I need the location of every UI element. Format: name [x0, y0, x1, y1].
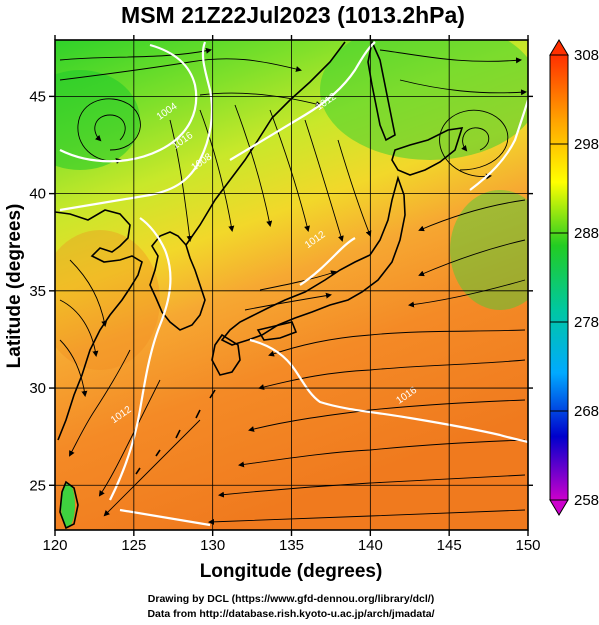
streamline-east-3: [408, 279, 526, 308]
credit-drawing: Drawing by DCL (https://www.gfd-dennou.o…: [148, 593, 434, 605]
streamline-north-3: [199, 92, 322, 107]
isobar-1016-ne: [469, 99, 528, 191]
colorbar-tick-label: 258: [574, 492, 599, 509]
isobar-1008: [59, 41, 214, 212]
taiwan-coastline: [59, 480, 79, 530]
x-tick-label: 125: [121, 537, 146, 554]
x-axis-ticks: 120 125 130 135 140 145 150: [42, 35, 541, 554]
x-tick-label: 120: [42, 537, 67, 554]
primorye-coastline: [185, 41, 346, 246]
sakhalin-coastline: [367, 40, 396, 142]
streamline-south-1: [103, 419, 201, 517]
streamline-east-1: [418, 199, 526, 232]
colorbar: 258 268 278 288 298 308: [549, 39, 599, 516]
streamline-vortex-4: [461, 127, 490, 152]
isobar-1012-sw: [119, 508, 211, 527]
taiwan-cool-patch: [61, 483, 75, 527]
streamline-mid-5: [304, 119, 344, 242]
colorbar-tick-label: 308: [574, 47, 599, 64]
streamline-mid-3: [234, 104, 273, 227]
colorbar-min-arrow: [549, 499, 569, 516]
shikoku-coastline: [256, 321, 298, 341]
colorbar-tick-label: 268: [574, 403, 599, 420]
colorbar-tick-label: 278: [574, 314, 599, 331]
y-axis-ticks: 25 30 35 40 45: [29, 88, 533, 494]
honshu-coastline: [220, 175, 406, 346]
streamline-japan-2: [244, 292, 332, 311]
colorbar-ticks: 258 268 278 288 298 308: [550, 47, 599, 509]
streamline-vortex-1: [77, 98, 141, 164]
streamline-north-1: [59, 47, 212, 61]
streamline-east-2: [418, 239, 526, 277]
y-tick-label: 45: [29, 88, 46, 105]
colorbar-body: [549, 54, 569, 501]
streamline-north-4: [379, 49, 522, 64]
isobar-1004: [59, 43, 198, 163]
x-tick-label: 145: [437, 537, 462, 554]
credit-data: Data from http://database.rish.kyoto-u.a…: [147, 608, 434, 620]
kyushu-coastline: [211, 333, 241, 376]
streamline-south-2: [98, 379, 161, 497]
cool-patch-northeast: [320, 40, 528, 160]
cool-patch-east: [450, 190, 528, 310]
y-tick-label: 35: [29, 283, 46, 300]
x-axis-label: Longitude (degrees): [200, 561, 383, 582]
streamline-north-2: [59, 58, 302, 81]
lat-lon-grid: [55, 40, 528, 530]
isobar-1012-south: [109, 217, 172, 501]
y-tick-label: 25: [29, 477, 46, 494]
streamline-mid-4: [269, 109, 310, 232]
korea-coastline: [149, 231, 206, 331]
warm-patch-china: [55, 230, 160, 370]
y-tick-label: 40: [29, 186, 46, 203]
streamline-north-5: [399, 79, 527, 96]
asia-mainland-coastline: [55, 209, 143, 441]
streamlines: [59, 47, 527, 525]
streamline-japan-1: [259, 270, 337, 291]
streamline-china-3: [59, 339, 88, 397]
streamline-vortex-2: [94, 114, 126, 142]
colorbar-max-arrow: [549, 39, 569, 56]
hokkaido-coastline: [391, 127, 464, 176]
isobar-1012-japan: [299, 237, 356, 286]
x-tick-label: 150: [515, 537, 540, 554]
streamline-south-3: [69, 349, 131, 457]
streamline-mid-1: [169, 119, 193, 242]
x-tick-label: 140: [358, 537, 383, 554]
y-axis-label: Latitude (degrees): [4, 204, 25, 369]
x-tick-label: 130: [200, 537, 225, 554]
x-tick-label: 135: [279, 537, 304, 554]
y-tick-label: 30: [29, 380, 46, 397]
colorbar-tick-label: 298: [574, 136, 599, 153]
streamline-mid-2: [199, 109, 235, 232]
streamline-vortex-3: [439, 109, 509, 180]
colorbar-tick-label: 288: [574, 225, 599, 242]
streamline-mid-6: [337, 139, 372, 237]
streamline-china-2: [59, 299, 99, 357]
map-title: MSM 21Z22Jul2023 (1013.2hPa): [121, 2, 465, 28]
isobar-1012-north: [229, 41, 376, 161]
